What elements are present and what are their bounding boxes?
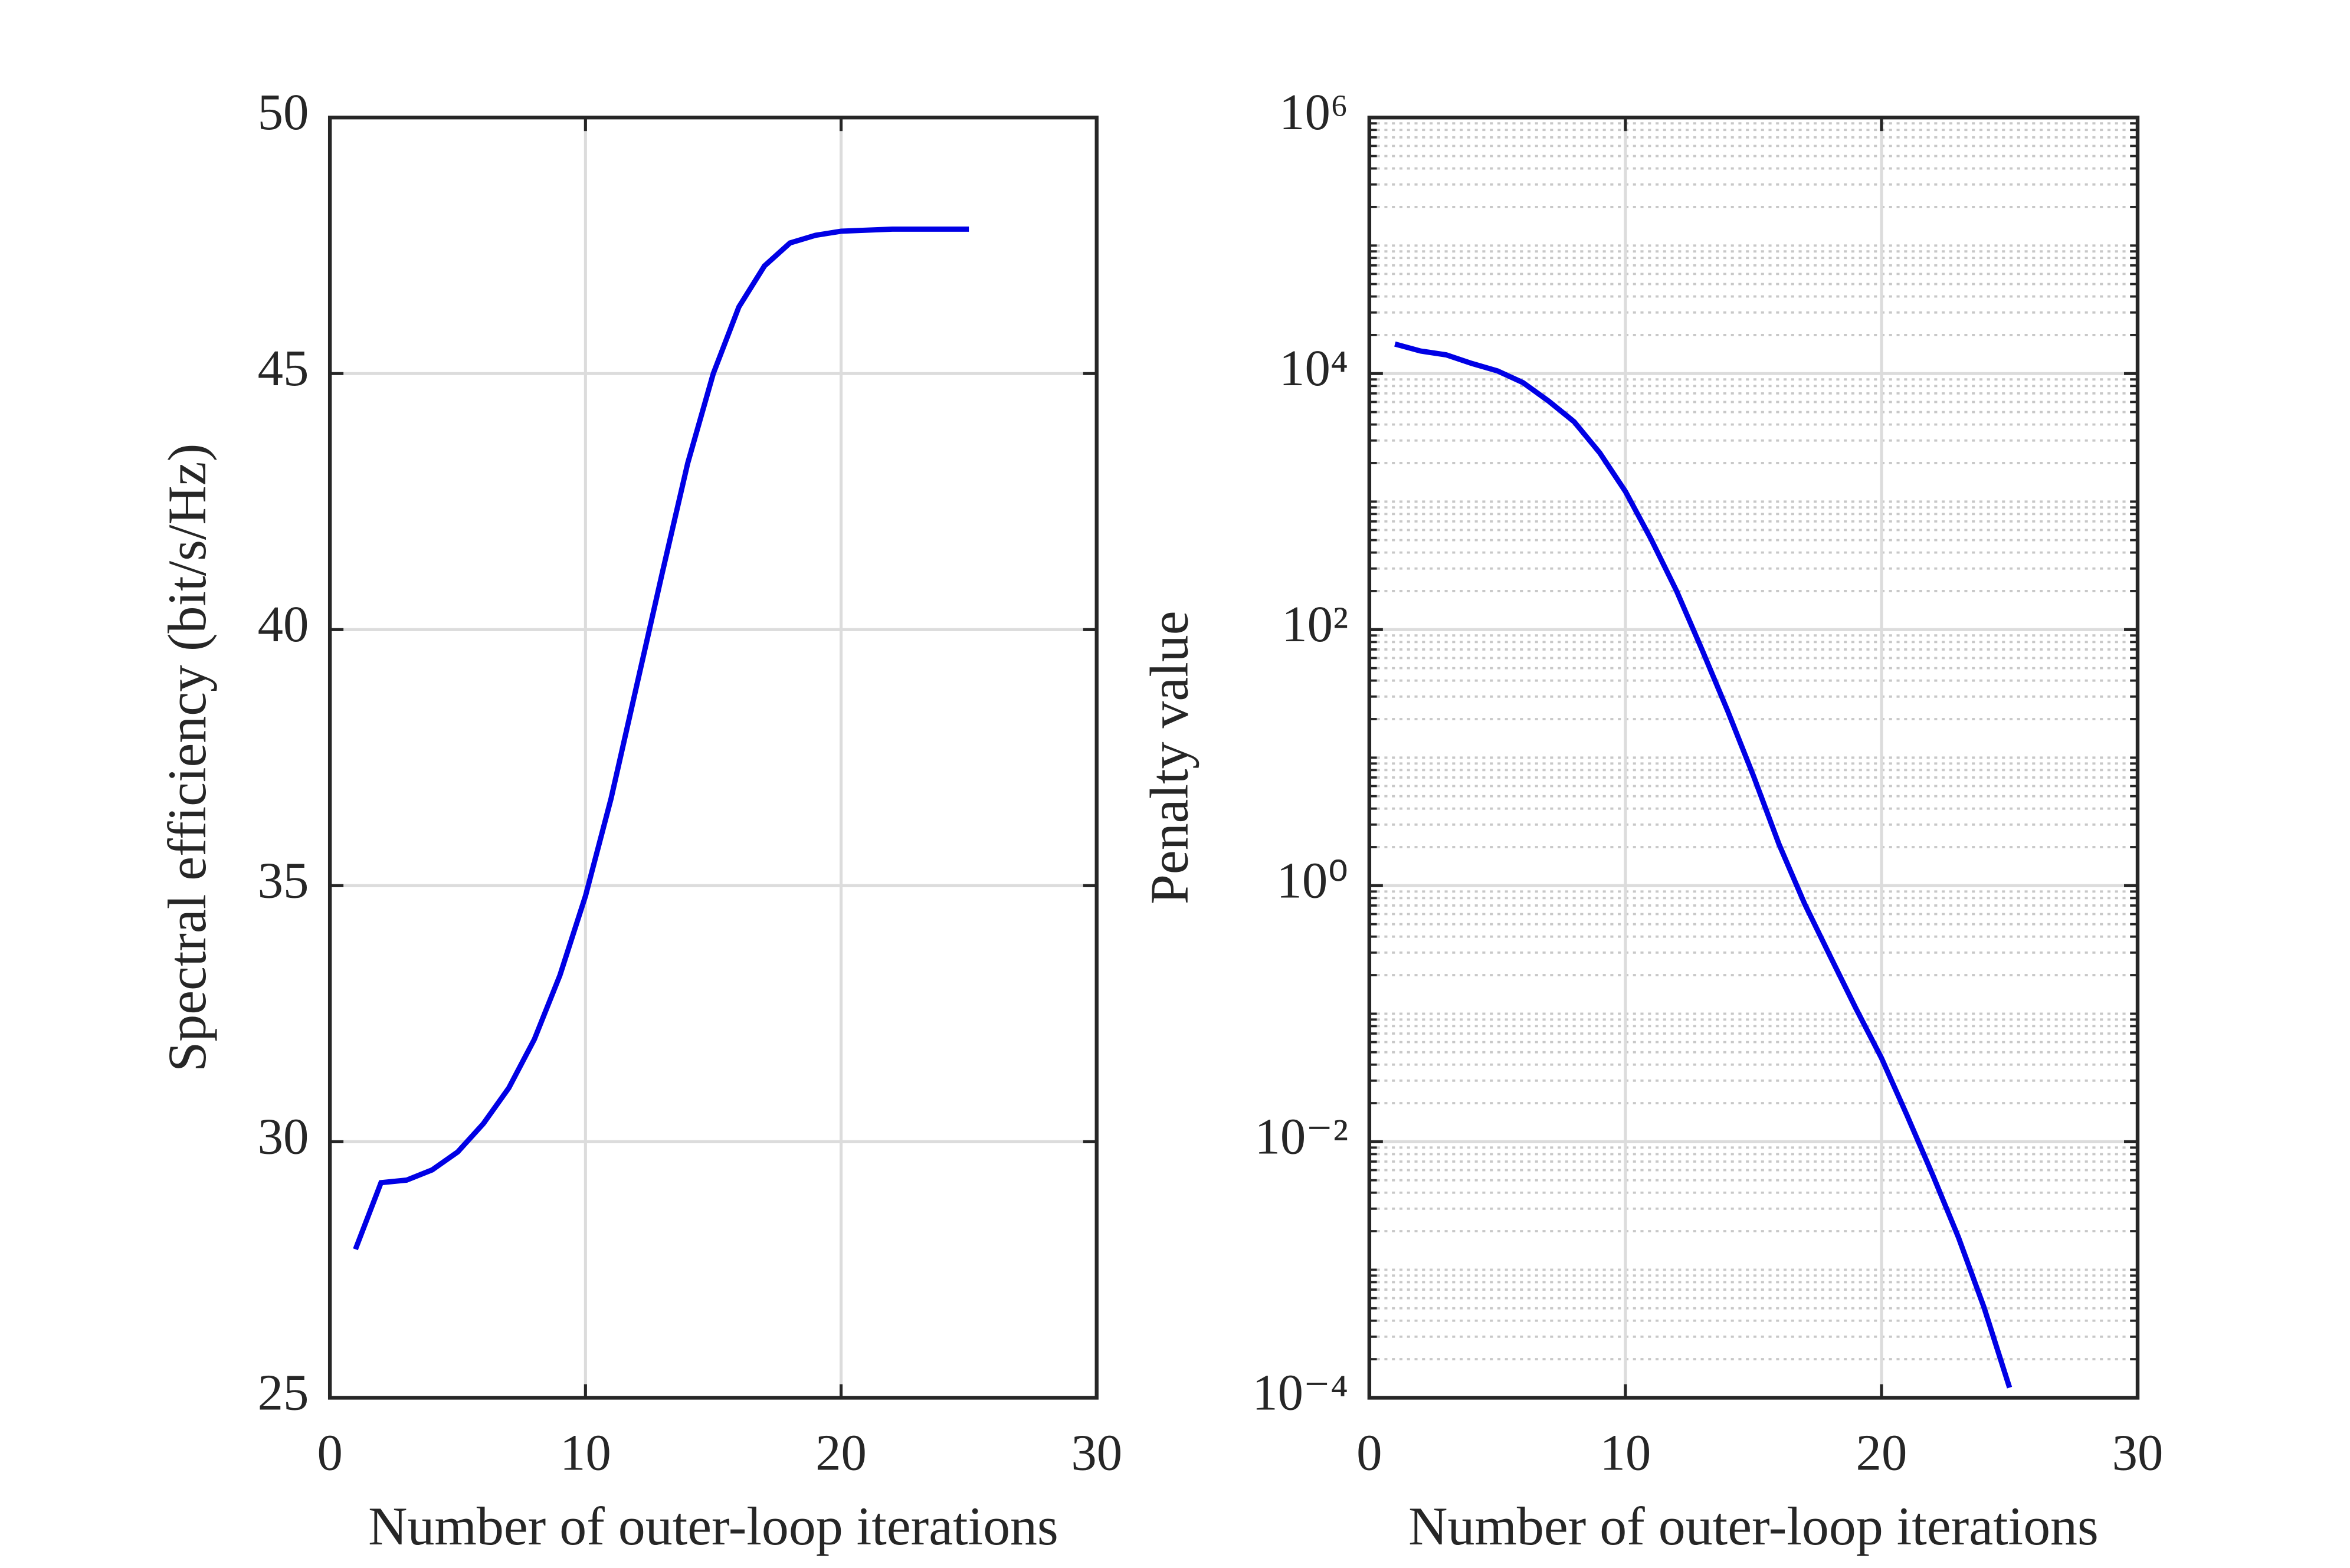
y-tick-label: 10² bbox=[1281, 596, 1348, 652]
x-tick-label: 10 bbox=[560, 1424, 611, 1481]
data-line bbox=[353, 226, 969, 1251]
y-axis-label: Penalty value bbox=[1139, 611, 1199, 904]
y-tick-label: 50 bbox=[258, 84, 309, 140]
y-tick-label: 25 bbox=[258, 1364, 309, 1421]
x-tick-label: 0 bbox=[317, 1424, 342, 1481]
y-tick-label: 10⁴ bbox=[1279, 340, 1348, 396]
y-tick-label: 40 bbox=[258, 596, 309, 652]
y-tick-label: 10⁻⁴ bbox=[1252, 1364, 1348, 1421]
data-line bbox=[1394, 341, 2013, 1389]
plot-area bbox=[330, 117, 1097, 1398]
axes-box bbox=[1367, 116, 2140, 1400]
x-tick-label: 30 bbox=[2112, 1424, 2164, 1481]
x-axis-label: Number of outer-loop iterations bbox=[1408, 1496, 2099, 1556]
axes-box bbox=[327, 116, 1099, 1400]
y-tick-label: 30 bbox=[258, 1108, 309, 1164]
y-tick-label: 35 bbox=[258, 852, 309, 908]
x-tick-label: 20 bbox=[1856, 1424, 1907, 1481]
x-tick-label: 10 bbox=[1600, 1424, 1651, 1481]
y-tick-label: 10⁶ bbox=[1279, 84, 1348, 140]
x-tick-label: 30 bbox=[1071, 1424, 1122, 1481]
y-tick-label: 45 bbox=[258, 340, 309, 396]
y-tick-label: 10⁻² bbox=[1254, 1108, 1348, 1164]
y-tick-label: 10⁰ bbox=[1277, 852, 1349, 908]
x-tick-label: 20 bbox=[815, 1424, 867, 1481]
x-tick-label: 0 bbox=[1356, 1424, 1382, 1481]
x-axis-label: Number of outer-loop iterations bbox=[368, 1496, 1058, 1556]
y-axis-label: Spectral efficiency (bit/s/Hz) bbox=[157, 444, 217, 1072]
